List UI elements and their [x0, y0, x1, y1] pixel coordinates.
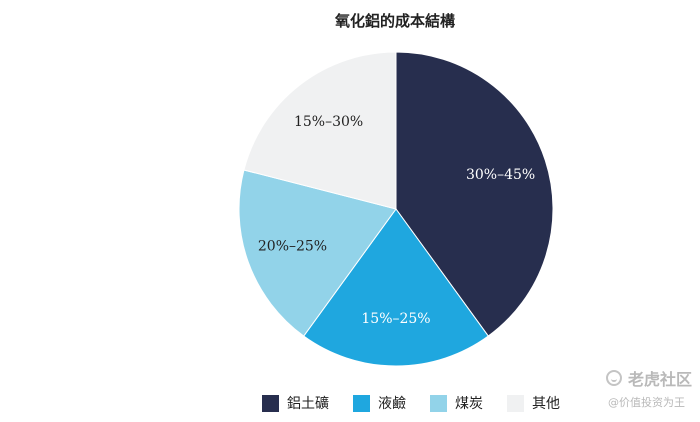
legend-label: 煤炭	[455, 396, 483, 412]
legend-item-1: 鋁土礦	[262, 393, 329, 413]
legend-swatch	[262, 394, 279, 412]
legend-swatch	[353, 394, 370, 412]
legend-swatch	[430, 394, 447, 412]
pie-slice-2	[303, 208, 489, 367]
watermark-brand-text: 老虎社区	[627, 370, 692, 389]
pie-slice-3	[238, 169, 397, 337]
legend: 鋁土礦 液鹼 煤炭 其他	[262, 393, 584, 413]
watermark: 老虎社区 @价值投资为王	[605, 366, 692, 410]
watermark-brand: 老虎社区	[605, 366, 692, 390]
slice-label-3: 20%–25%	[258, 238, 327, 254]
legend-label: 其他	[532, 396, 560, 412]
legend-swatch	[507, 394, 524, 412]
legend-item-2: 液鹼	[353, 393, 406, 413]
chart-title: 氧化鋁的成本結構	[334, 12, 455, 30]
legend-item-4: 其他	[507, 393, 560, 413]
legend-label: 液鹼	[378, 396, 406, 412]
slice-label-2: 15%–25%	[361, 311, 430, 327]
watermark-handle: @价值投资为王	[607, 396, 685, 409]
legend-label: 鋁土礦	[287, 396, 329, 412]
pie-slice-4	[243, 51, 397, 210]
pie-slice-1	[395, 51, 554, 337]
legend-item-3: 煤炭	[430, 393, 483, 413]
slice-label-4: 15%–30%	[294, 114, 363, 130]
tiger-icon	[605, 370, 622, 386]
slice-label-1: 30%–45%	[466, 167, 535, 183]
